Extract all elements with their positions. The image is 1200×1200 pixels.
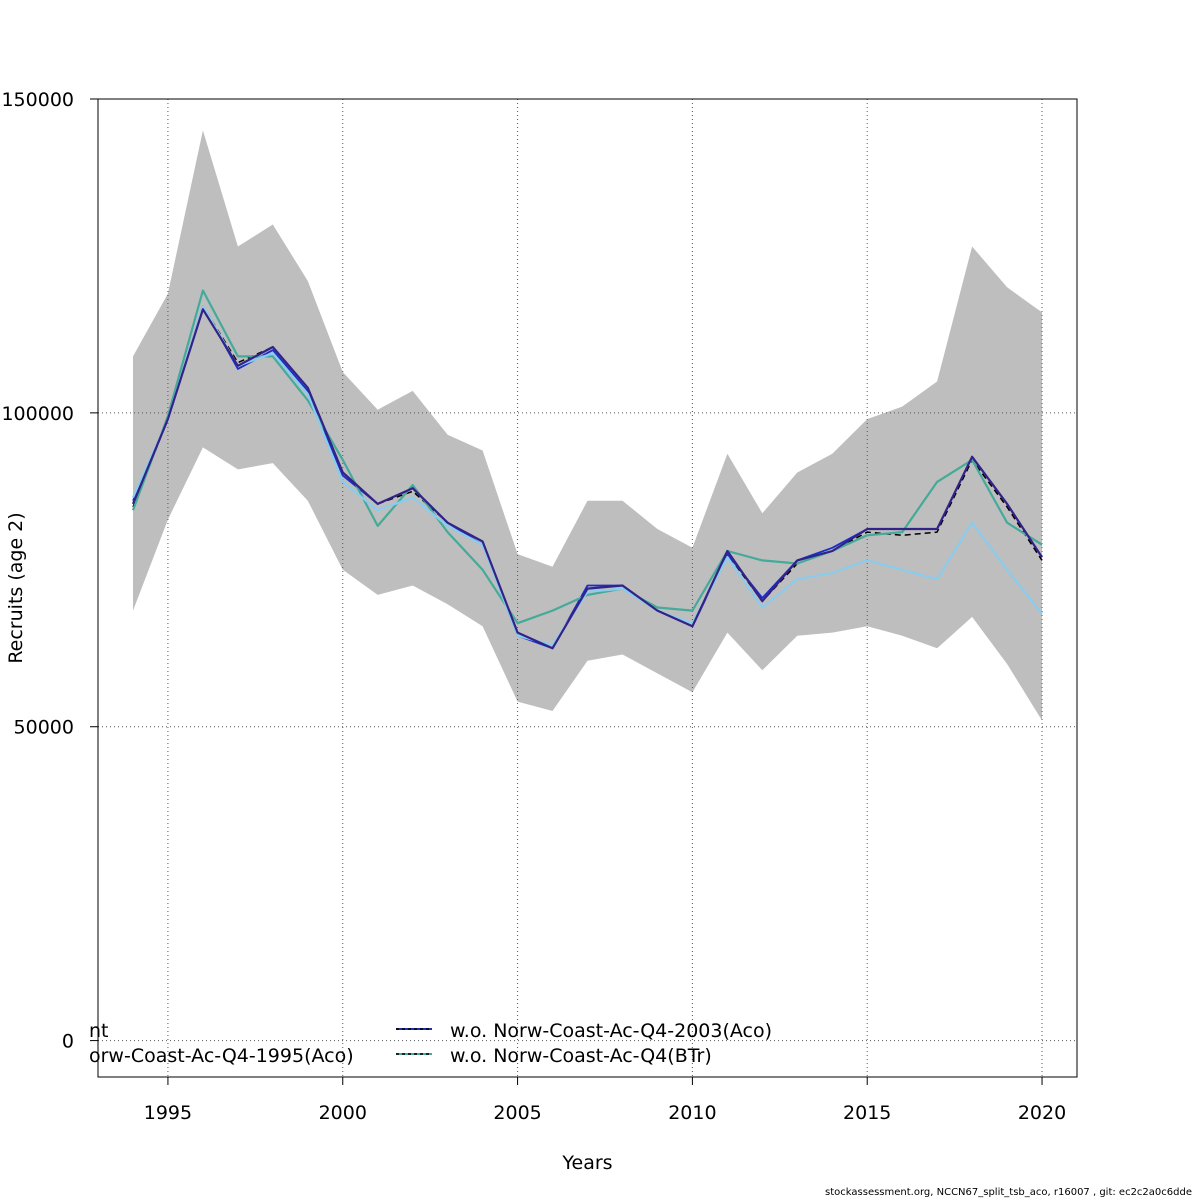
series-line-4	[131, 305, 1043, 647]
legend-entry-3: w.o. Norw-Coast-Ac-Q4-2003(Aco)	[450, 1020, 772, 1042]
x-tick-label-2000: 2000	[319, 1102, 367, 1124]
x-tick-label-1995: 1995	[144, 1102, 192, 1124]
x-tick-label-2005: 2005	[493, 1102, 541, 1124]
confidence-band	[133, 130, 1042, 721]
x-tick-label-2015: 2015	[843, 1102, 891, 1124]
footer-credit: stockassessment.org, NCCN67_split_tsb_ac…	[825, 1187, 1192, 1198]
x-tick-label-2010: 2010	[668, 1102, 716, 1124]
legend-entry-2: orw-Coast-Ac-Q4-1995(Aco)	[89, 1045, 354, 1067]
legend-entry-4: w.o. Norw-Coast-Ac-Q4(BTr)	[450, 1045, 712, 1067]
series-line-5	[131, 308, 1043, 650]
y-tick-label-0: 0	[62, 1031, 74, 1053]
legend-entry-1: nt	[89, 1020, 109, 1042]
y-tick-label-100000: 100000	[1, 403, 74, 425]
series-layer	[131, 289, 1043, 650]
y-tick-label-150000: 150000	[1, 89, 74, 111]
y-axis: 0 50000 100000 150000	[1, 89, 98, 1053]
y-axis-title: Recruits (age 2)	[5, 512, 27, 663]
series-line-3	[131, 289, 1043, 625]
confidence-band-layer	[133, 130, 1042, 721]
x-axis: 1995 2000 2005 2010 2015 2020	[144, 1077, 1066, 1124]
grid-layer	[98, 98, 1077, 1077]
y-tick-label-50000: 50000	[14, 717, 74, 739]
x-axis-title: Years	[561, 1152, 612, 1174]
x-tick-label-2020: 2020	[1018, 1102, 1066, 1124]
legend: nt orw-Coast-Ac-Q4-1995(Aco) w.o. Norw-Coa…	[89, 1020, 772, 1067]
plot-frame	[97, 98, 1078, 1078]
